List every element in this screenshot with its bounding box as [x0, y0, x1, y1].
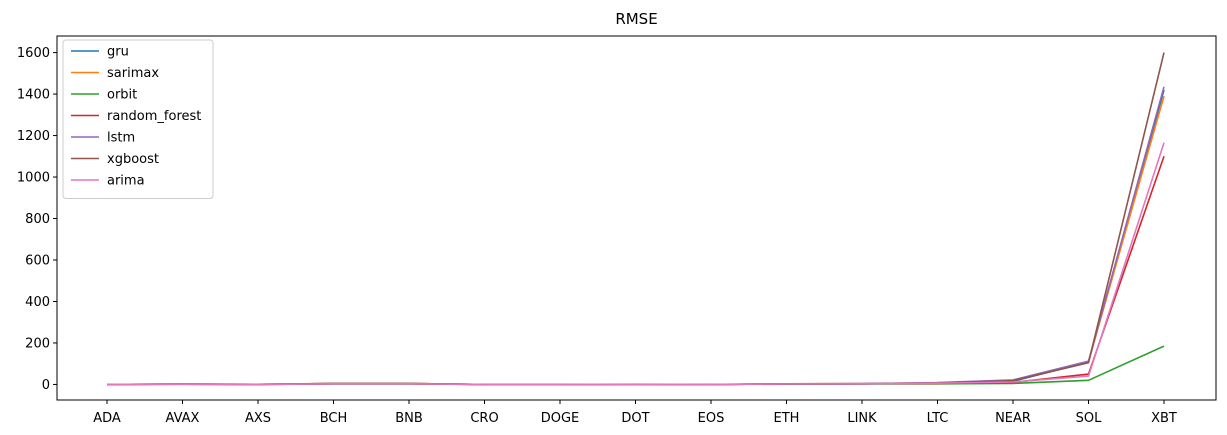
- legend-label-xgboost: xgboost: [107, 152, 159, 167]
- legend-label-random-forest: random_forest: [107, 109, 201, 124]
- series-line-orbit: [106, 345, 1165, 386]
- legend-label-gru: gru: [107, 45, 129, 60]
- legend-label-arima: arima: [107, 174, 145, 189]
- x-tick-label: SOL: [1076, 411, 1102, 426]
- x-tick-label: XBT: [1151, 411, 1177, 426]
- legend-label-lstm: lstm: [107, 131, 135, 146]
- plot-frame: [56, 35, 1217, 401]
- x-tick-label: AXS: [245, 411, 271, 426]
- y-tick-label: 600: [25, 254, 50, 269]
- legend-label-sarimax: sarimax: [107, 66, 159, 81]
- series-lines: [106, 52, 1165, 386]
- x-tick-label: EOS: [698, 411, 725, 426]
- y-tick-label: 1400: [17, 88, 50, 103]
- y-tick-label: 400: [25, 295, 50, 310]
- series-line-gru: [106, 89, 1165, 386]
- y-tick-label: 800: [25, 212, 50, 227]
- series-line-xgboost: [106, 52, 1165, 386]
- x-tick-label: LINK: [847, 411, 877, 426]
- chart-title: RMSE: [615, 10, 657, 28]
- series-line-random-forest: [106, 156, 1165, 386]
- x-tick-label: LTC: [927, 411, 949, 426]
- series-line-arima: [106, 142, 1165, 386]
- y-tick-label: 1600: [17, 46, 50, 61]
- x-tick-label: AVAX: [166, 411, 200, 426]
- y-axis-ticks: 0 200 400 600 800 1000 1200 1400 1600: [17, 46, 57, 393]
- x-tick-label: CRO: [470, 411, 498, 426]
- x-tick-label: DOT: [621, 411, 649, 426]
- x-tick-label: DOGE: [541, 411, 580, 426]
- series-line-lstm: [106, 86, 1165, 386]
- y-tick-label: 0: [42, 378, 50, 393]
- y-tick-label: 1000: [17, 171, 50, 186]
- x-tick-label: BNB: [395, 411, 423, 426]
- legend-label-orbit: orbit: [107, 88, 137, 103]
- series-line-sarimax: [106, 95, 1165, 386]
- x-tick-label: ETH: [774, 411, 800, 426]
- legend-box: [62, 39, 214, 199]
- y-tick-label: 200: [25, 336, 50, 351]
- x-axis-ticks: ADA AVAX AXS BCH BNB CRO DOGE DOT EOS ETH LINK LTC N…: [93, 400, 1177, 426]
- x-tick-label: BCH: [320, 411, 348, 426]
- y-tick-label: 1200: [17, 129, 50, 144]
- x-tick-label: ADA: [93, 411, 121, 426]
- x-tick-label: NEAR: [995, 411, 1031, 426]
